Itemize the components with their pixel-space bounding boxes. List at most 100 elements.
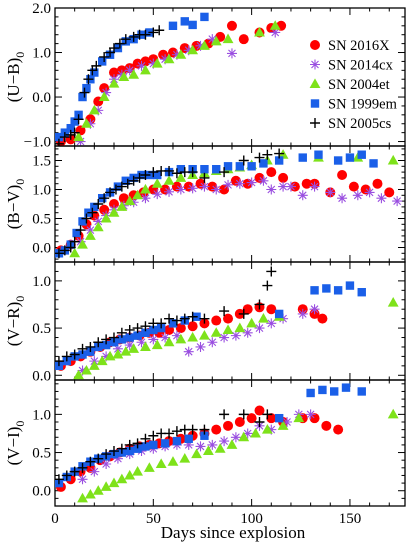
data-point xyxy=(348,181,359,192)
data-point xyxy=(69,349,80,360)
data-point xyxy=(124,195,136,206)
series-sn-2004et xyxy=(73,20,281,142)
data-point xyxy=(93,199,104,209)
legend: SN 2016X SN 2014cx SN 2004et SN 1999em SN 20… xyxy=(309,38,398,132)
data-point xyxy=(266,167,277,178)
data-point xyxy=(101,459,112,469)
data-point xyxy=(246,413,257,424)
data-point xyxy=(91,60,102,71)
y-tick-label: −1.0 xyxy=(24,135,51,151)
data-point xyxy=(357,150,366,159)
series-sn-2005cs xyxy=(55,266,277,367)
data-point xyxy=(81,364,92,375)
data-point xyxy=(212,165,221,174)
data-point xyxy=(171,168,182,179)
legend-label: SN 2016X xyxy=(328,38,390,54)
data-point xyxy=(69,236,80,247)
data-point xyxy=(97,57,107,66)
data-point xyxy=(82,83,91,93)
data-point xyxy=(149,325,158,335)
data-point xyxy=(211,315,222,326)
data-point xyxy=(202,445,214,456)
data-point xyxy=(211,424,222,435)
data-point xyxy=(140,341,151,351)
legend-marker xyxy=(310,99,320,108)
data-point xyxy=(164,165,175,176)
data-points xyxy=(55,383,399,503)
data-point xyxy=(242,428,253,439)
data-point xyxy=(168,21,178,31)
data-point xyxy=(77,343,88,354)
data-point xyxy=(93,216,104,227)
data-point xyxy=(128,69,140,79)
data-point xyxy=(219,409,230,420)
series-sn-2005cs xyxy=(55,148,285,259)
data-points xyxy=(55,12,287,146)
data-point xyxy=(132,466,143,476)
data-point xyxy=(207,34,218,45)
data-point xyxy=(199,330,210,340)
data-point xyxy=(266,304,277,315)
data-point xyxy=(175,323,186,334)
data-point xyxy=(88,360,100,370)
data-point xyxy=(136,60,147,71)
data-point xyxy=(78,217,87,226)
data-point xyxy=(341,383,351,392)
data-point xyxy=(160,439,170,448)
data-point xyxy=(163,175,175,185)
data-point xyxy=(133,331,142,340)
data-point xyxy=(175,172,187,182)
data-point xyxy=(81,213,92,224)
data-point xyxy=(151,339,163,350)
data-point xyxy=(199,172,210,183)
data-point xyxy=(219,306,230,317)
data-point xyxy=(121,176,130,185)
data-point xyxy=(114,38,125,49)
data-point xyxy=(242,304,253,315)
data-point xyxy=(223,420,234,431)
data-point xyxy=(164,186,175,197)
data-point xyxy=(258,313,269,323)
data-point xyxy=(235,162,245,171)
data-point xyxy=(195,40,206,51)
data-point xyxy=(55,138,64,146)
data-point xyxy=(108,43,119,54)
series-sn-2004et xyxy=(77,408,399,503)
data-point xyxy=(89,466,100,477)
data-point xyxy=(238,155,249,166)
data-point xyxy=(72,228,81,238)
data-point xyxy=(180,17,189,26)
data-point xyxy=(254,299,265,310)
data-point xyxy=(325,187,336,198)
data-point xyxy=(140,64,151,75)
data-point xyxy=(357,288,366,297)
legend-marker xyxy=(310,59,320,70)
data-point xyxy=(226,48,237,59)
data-point xyxy=(99,51,110,62)
panel-1: −1.0 0.0 1.0 2.0 (U−B)0 xyxy=(4,1,406,151)
y-tick-label: 1.0 xyxy=(32,407,51,423)
data-point xyxy=(164,313,175,324)
data-point xyxy=(199,424,210,435)
data-point xyxy=(149,440,158,450)
data-point xyxy=(183,346,194,357)
data-point xyxy=(258,175,269,186)
data-point xyxy=(108,207,120,217)
data-point xyxy=(285,181,296,192)
panel-2: 0.0 0.5 1.0 1.5 (B−V)0 xyxy=(4,145,406,263)
data-point xyxy=(278,172,289,183)
data-point xyxy=(55,474,64,485)
data-point xyxy=(55,132,64,142)
data-point xyxy=(223,179,234,190)
data-point xyxy=(250,427,261,438)
data-point xyxy=(266,424,277,435)
data-point xyxy=(210,35,222,46)
data-point xyxy=(87,207,98,218)
data-point xyxy=(66,123,75,133)
data-point xyxy=(187,311,198,322)
data-point xyxy=(200,12,209,22)
data-point xyxy=(352,190,363,201)
data-point xyxy=(79,87,90,98)
data-point xyxy=(85,456,96,467)
data-point xyxy=(234,178,245,189)
